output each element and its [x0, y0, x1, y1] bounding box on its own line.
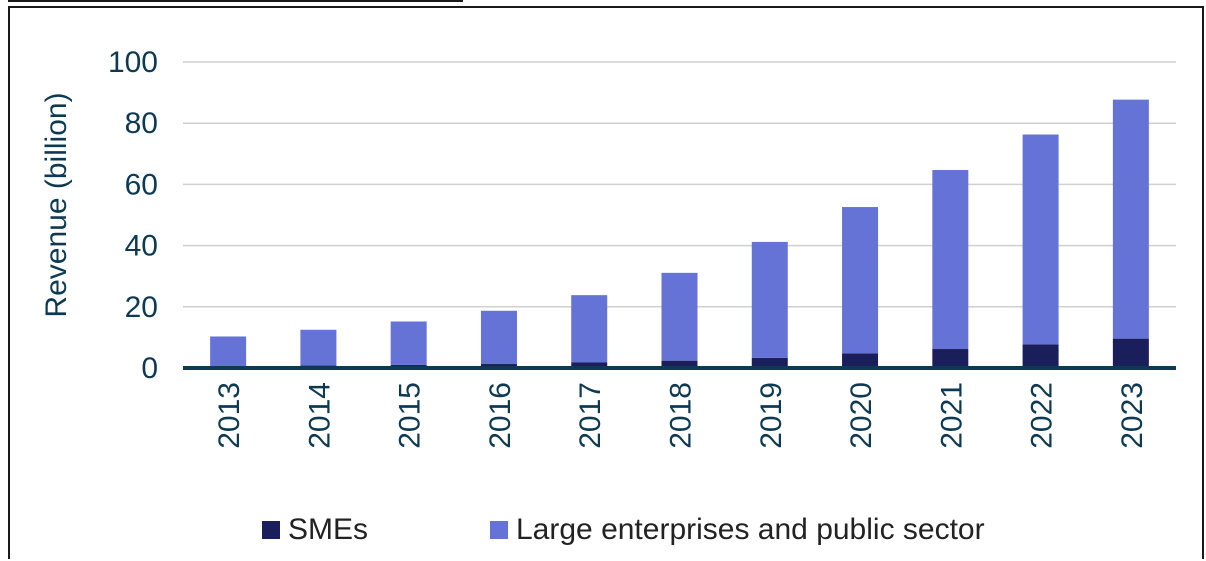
axes: 0 20 40 60 80 100 2013 2014 2015 2016 2017 2018 2019…	[108, 46, 1176, 449]
bar-large-enterprises	[1112, 99, 1149, 339]
x-tick-label: 2016	[484, 382, 517, 449]
bar-large-enterprises	[842, 207, 879, 354]
x-tick-label: 2019	[755, 382, 788, 449]
bar-smes	[661, 360, 698, 368]
y-tick-label: 20	[125, 291, 158, 324]
x-tick-label: 2020	[845, 382, 878, 449]
x-tick-label: 2022	[1026, 382, 1059, 449]
y-tick-label: 0	[141, 352, 158, 385]
legend-swatch-large-enterprises	[490, 521, 508, 539]
chart-frame	[8, 6, 1204, 559]
bar-smes	[1022, 344, 1059, 368]
bar-smes	[751, 357, 788, 368]
top-border-line	[8, 0, 463, 2]
bar-large-enterprises	[480, 310, 517, 365]
bar-large-enterprises	[751, 241, 788, 358]
y-axis-title: Revenue (billion)	[40, 92, 73, 317]
bar-smes	[842, 353, 879, 368]
x-tick-label: 2013	[213, 382, 246, 449]
y-tick-label: 80	[125, 107, 158, 140]
bar-large-enterprises	[571, 295, 608, 363]
bar-smes	[1112, 338, 1149, 368]
bar-large-enterprises	[1022, 134, 1059, 345]
bar-large-enterprises	[390, 321, 427, 365]
x-tick-label: 2014	[303, 382, 336, 449]
legend: SMEs Large enterprises and public sector	[262, 513, 985, 546]
legend-label-large-enterprises: Large enterprises and public sector	[516, 513, 985, 546]
bar-large-enterprises	[661, 272, 698, 361]
x-tick-label: 2021	[935, 382, 968, 449]
x-tick-label: 2023	[1116, 382, 1149, 449]
x-tick-label: 2017	[574, 382, 607, 449]
gridlines	[183, 61, 1176, 308]
bar-smes	[571, 362, 608, 368]
x-tick-label: 2015	[394, 382, 427, 449]
bars	[210, 99, 1149, 368]
bar-large-enterprises	[210, 336, 247, 367]
legend-label-smes: SMEs	[288, 513, 368, 546]
bar-large-enterprises	[932, 170, 969, 350]
y-tick-label: 100	[108, 46, 158, 79]
y-tick-label: 60	[125, 168, 158, 201]
bar-smes	[932, 349, 969, 368]
legend-swatch-smes	[262, 521, 280, 539]
y-tick-label: 40	[125, 230, 158, 263]
x-tick-label: 2018	[665, 382, 698, 449]
bar-large-enterprises	[300, 329, 337, 366]
